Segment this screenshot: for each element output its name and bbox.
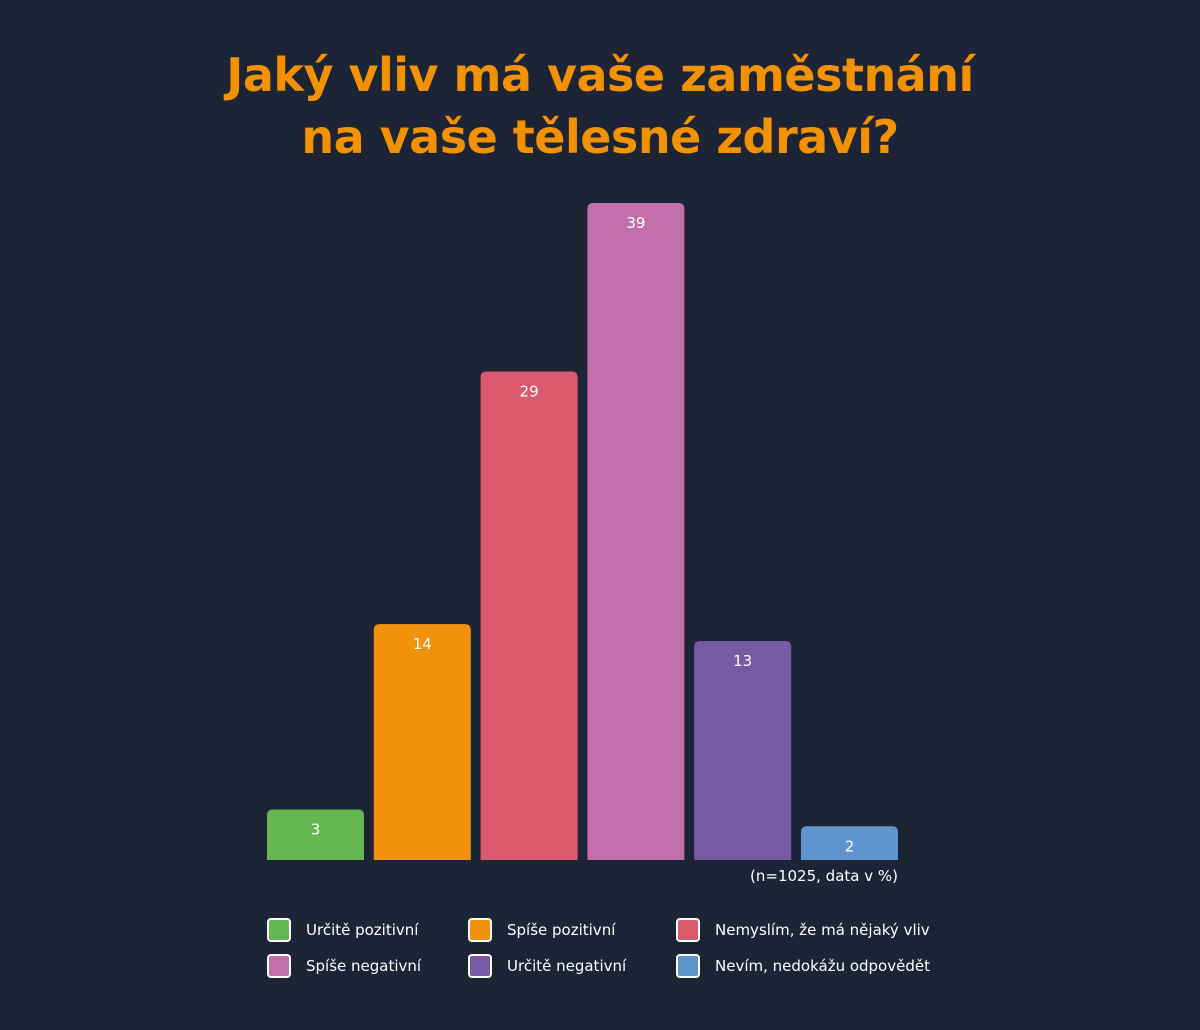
bar-value-label-2: 14 xyxy=(413,635,432,653)
chart-title: Jaký vliv má vaše zaměstnání na vaše těl… xyxy=(0,44,1200,168)
legend-label-4: Spíše negativní xyxy=(306,957,422,975)
legend-item-1: Určitě pozitivní xyxy=(267,917,418,943)
legend-item-5: Určitě negativní xyxy=(468,953,626,979)
bar-value-label-1: 3 xyxy=(311,820,321,838)
bar-value-label-5: 13 xyxy=(733,652,752,670)
legend-label-3: Nemyslím, že má nějaký vliv xyxy=(715,921,930,939)
legend-swatch-6 xyxy=(676,954,700,978)
legend-swatch-3 xyxy=(676,918,700,942)
chart-title-line-2: na vaše tělesné zdraví? xyxy=(301,110,899,164)
legend-label-2: Spíše pozitivní xyxy=(507,921,616,939)
bar-6 xyxy=(801,826,898,860)
legend-swatch-1 xyxy=(267,918,291,942)
chart-title-line-1: Jaký vliv má vaše zaměstnání xyxy=(226,48,974,102)
bar-5 xyxy=(694,641,792,860)
legend-item-4: Spíše negativní xyxy=(267,953,421,979)
legend-swatch-5 xyxy=(468,954,492,978)
bar-2 xyxy=(373,624,471,860)
sample-note: (n=1025, data v %) xyxy=(750,867,898,885)
legend-label-6: Nevím, nedokážu odpovědět xyxy=(715,957,930,975)
bar-value-label-6: 2 xyxy=(845,837,855,855)
legend-swatch-2 xyxy=(468,918,492,942)
legend-swatch-4 xyxy=(267,954,291,978)
legend-label-5: Určitě negativní xyxy=(507,957,627,975)
legend-item-3: Nemyslím, že má nějaký vliv xyxy=(676,917,930,943)
bar-3 xyxy=(480,371,578,860)
bar-4 xyxy=(587,203,685,860)
bar-1 xyxy=(267,809,364,860)
bar-value-label-4: 39 xyxy=(626,214,645,232)
bar-value-label-3: 29 xyxy=(520,382,539,400)
legend-item-2: Spíše pozitivní xyxy=(468,917,615,943)
legend-label-1: Určitě pozitivní xyxy=(306,921,419,939)
legend-item-6: Nevím, nedokážu odpovědět xyxy=(676,953,930,979)
